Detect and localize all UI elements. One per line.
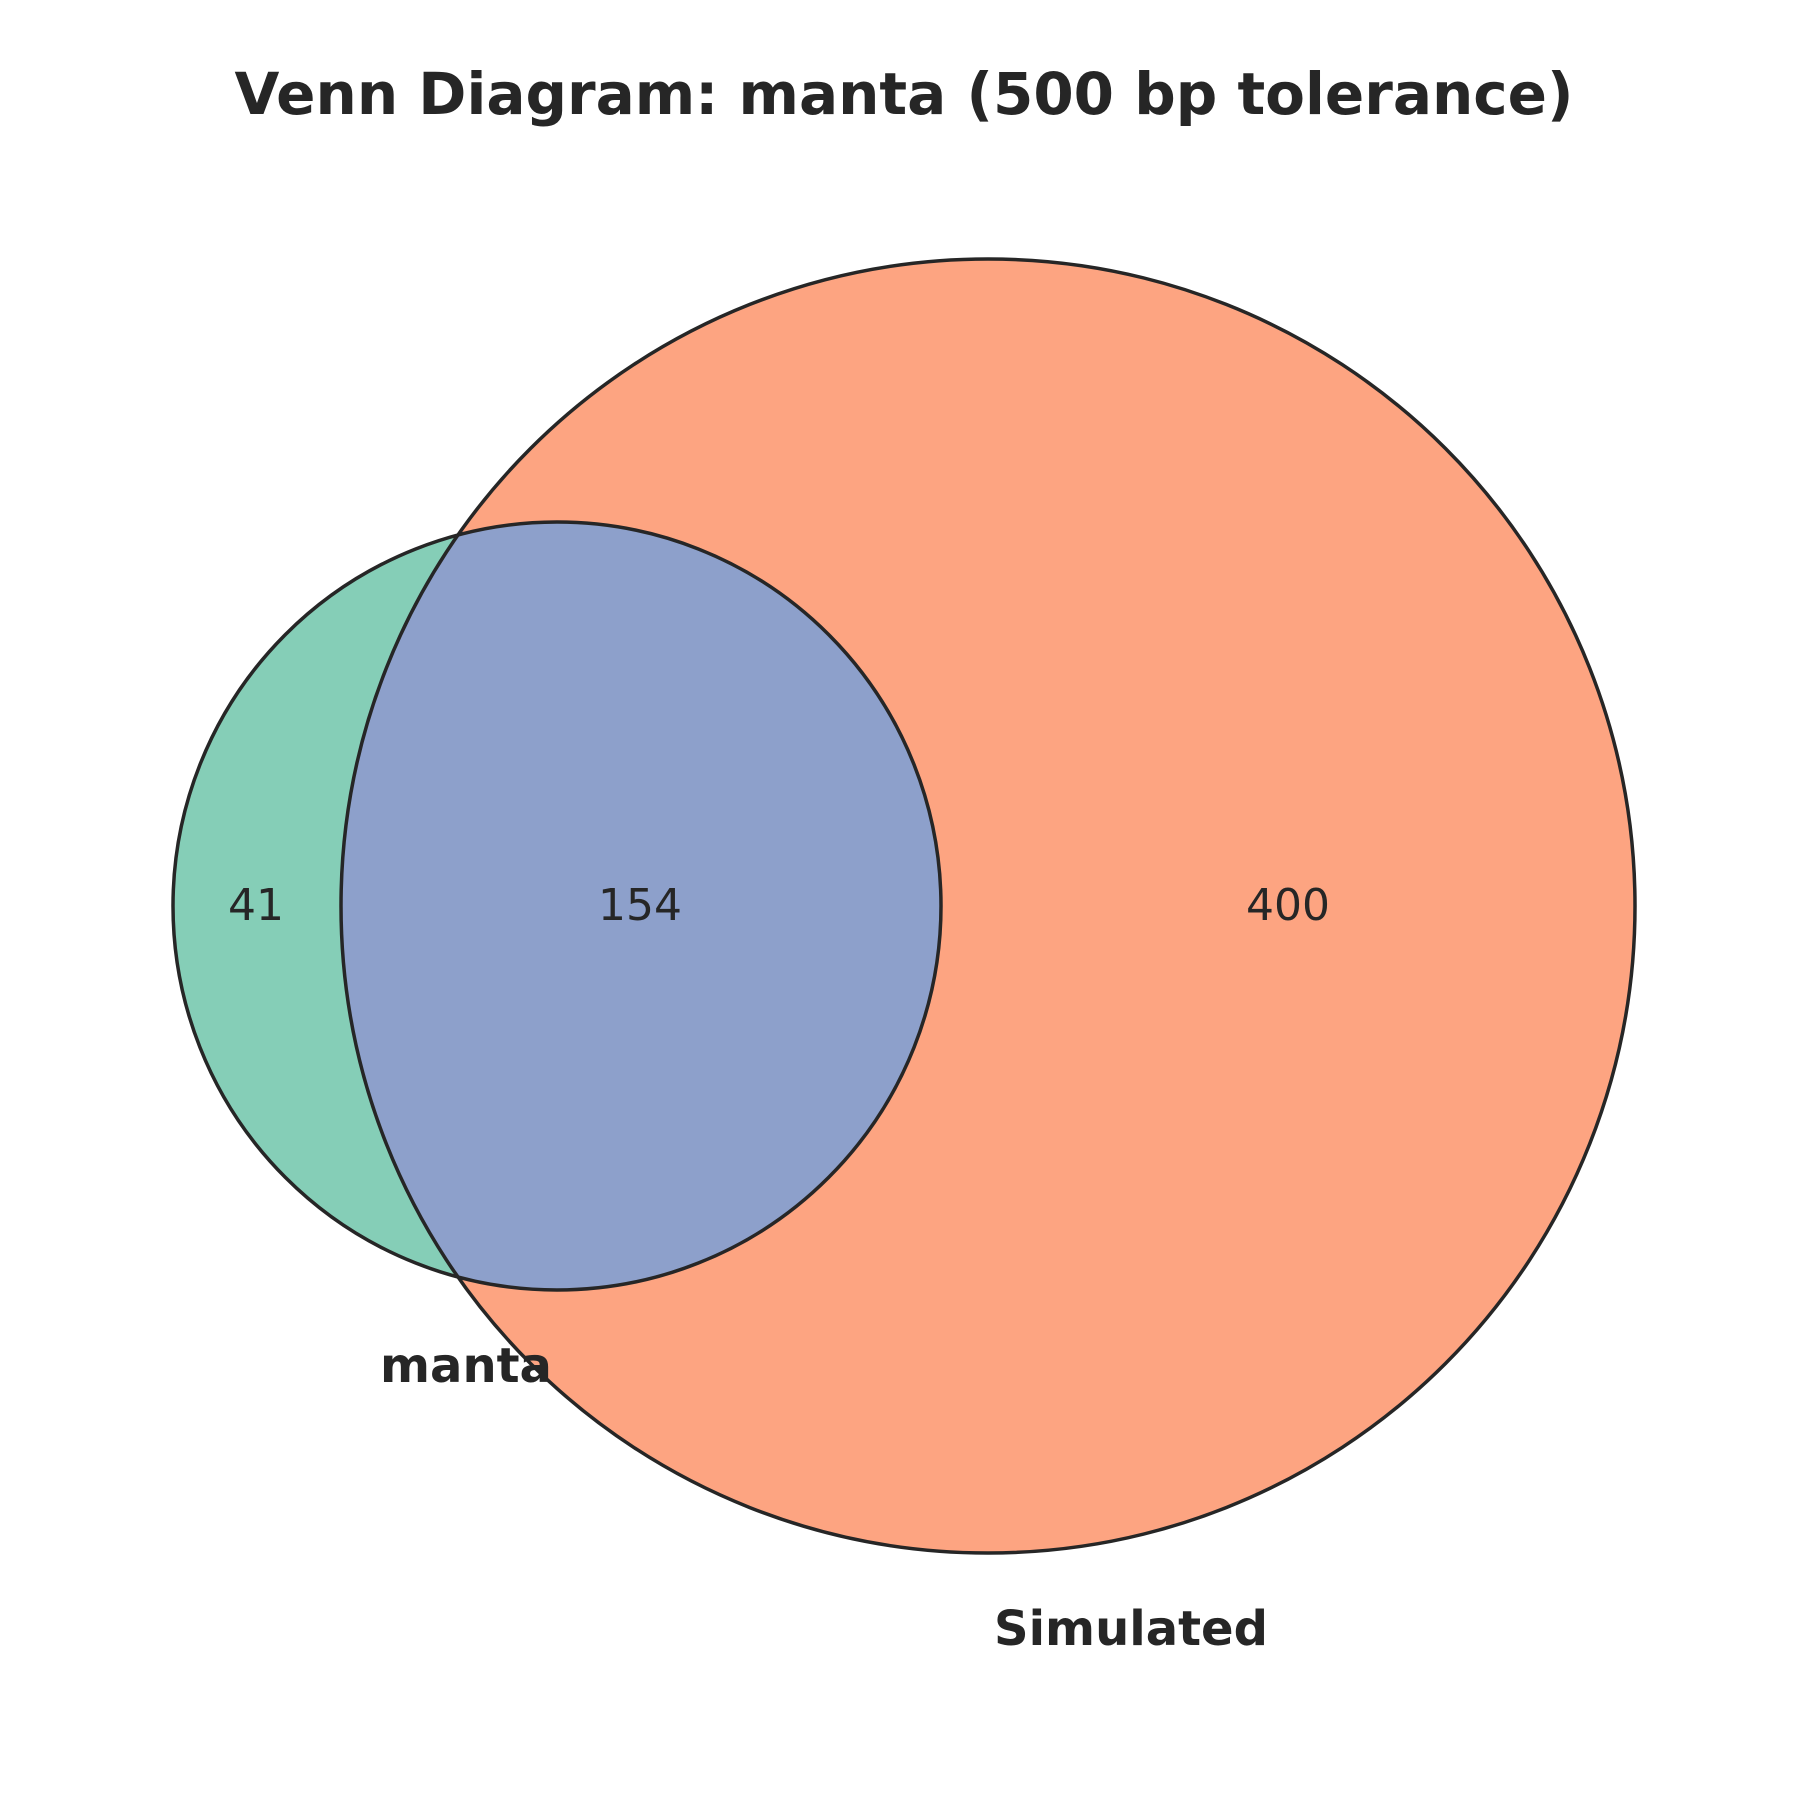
set-label-simulated: Simulated	[994, 1601, 1268, 1657]
count-overlap: 154	[598, 880, 682, 931]
set-label-manta: manta	[380, 1338, 552, 1394]
set-manta-outline	[171, 520, 943, 1292]
diagram-title: Venn Diagram: manta (500 bp tolerance)	[234, 60, 1573, 128]
count-manta-only: 41	[228, 880, 284, 931]
set-simulated-outline	[339, 257, 1637, 1555]
overlap-region	[341, 522, 941, 1290]
count-simulated-only: 400	[1246, 880, 1330, 931]
